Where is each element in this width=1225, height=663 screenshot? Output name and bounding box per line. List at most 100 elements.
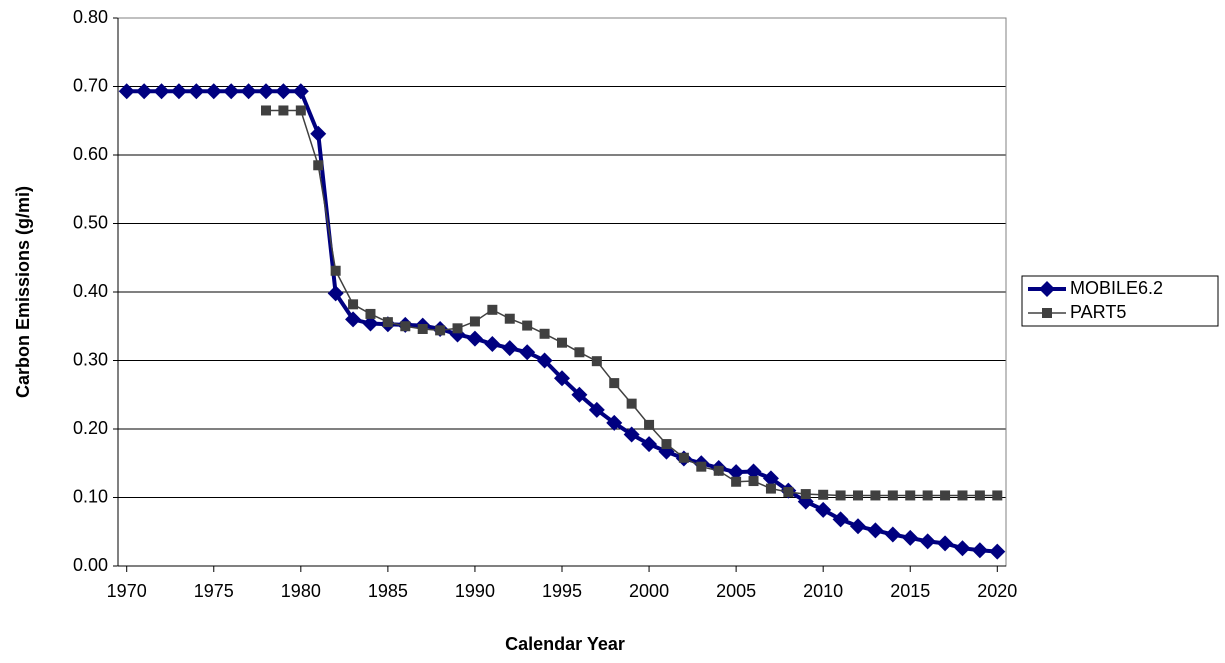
square-marker xyxy=(783,487,794,498)
y-tick-label: 0.30 xyxy=(73,349,108,369)
square-marker xyxy=(661,439,672,450)
square-marker xyxy=(365,308,376,319)
square-marker xyxy=(348,299,359,310)
square-marker xyxy=(522,320,533,331)
square-marker xyxy=(853,490,863,501)
square-marker xyxy=(330,265,341,276)
diamond-marker xyxy=(484,336,501,353)
y-tick-label: 0.20 xyxy=(73,418,108,438)
y-tick-label: 0.40 xyxy=(73,281,108,301)
square-marker xyxy=(417,323,428,334)
x-tick-label: 2020 xyxy=(977,581,1017,601)
diamond-marker xyxy=(641,436,658,453)
diamond-marker xyxy=(466,330,483,347)
diamond-marker xyxy=(536,352,553,369)
y-tick-label: 0.80 xyxy=(73,7,108,27)
square-marker xyxy=(940,490,951,501)
diamond-marker xyxy=(762,470,779,487)
square-marker xyxy=(922,490,933,501)
diamond-marker xyxy=(223,83,240,100)
diamond-marker xyxy=(937,535,954,552)
legend-box xyxy=(1021,275,1219,327)
square-marker xyxy=(261,105,271,116)
x-tick-label: 1980 xyxy=(281,581,321,601)
diamond-marker xyxy=(153,83,170,100)
y-tick-label: 0.00 xyxy=(73,555,108,575)
square-marker xyxy=(800,489,811,500)
diamond-marker xyxy=(919,533,936,550)
diamond-marker xyxy=(867,522,884,539)
diamond-marker xyxy=(571,386,588,403)
diamond-marker xyxy=(345,311,362,328)
diamond-marker xyxy=(292,83,309,100)
x-tick-label: 2015 xyxy=(890,581,930,601)
square-marker xyxy=(731,476,742,487)
diamond-marker xyxy=(971,542,988,559)
y-tick-label: 0.60 xyxy=(73,144,108,164)
square-marker xyxy=(748,476,759,487)
diamond-marker xyxy=(310,125,327,142)
square-marker xyxy=(974,490,985,501)
square-marker xyxy=(487,304,498,315)
square-marker xyxy=(313,160,324,171)
square-marker xyxy=(644,419,655,430)
square-marker xyxy=(818,489,829,500)
square-marker xyxy=(295,105,306,116)
y-tick-label: 0.10 xyxy=(73,486,108,506)
x-tick-label: 1970 xyxy=(107,581,147,601)
square-marker xyxy=(278,105,289,116)
x-tick-label: 1990 xyxy=(455,581,495,601)
diamond-marker xyxy=(362,315,379,332)
diamond-marker xyxy=(815,501,832,518)
square-marker xyxy=(504,313,515,324)
square-marker xyxy=(696,461,707,472)
diamond-marker xyxy=(954,540,971,557)
x-tick-label: 1975 xyxy=(194,581,234,601)
y-tick-label: 0.70 xyxy=(73,75,108,95)
legend-label: PART5 xyxy=(1070,302,1126,322)
square-marker xyxy=(591,356,602,367)
legend-label: MOBILE6.2 xyxy=(1070,278,1163,298)
square-marker xyxy=(870,490,881,501)
square-marker xyxy=(887,490,898,501)
square-marker xyxy=(382,317,393,328)
diamond-marker xyxy=(606,414,623,431)
diamond-marker xyxy=(989,543,1006,560)
diamond-marker xyxy=(1039,281,1055,297)
square-marker xyxy=(574,347,585,358)
square-marker xyxy=(835,490,846,501)
square-marker xyxy=(992,490,1003,501)
diamond-marker xyxy=(850,518,866,535)
diamond-marker xyxy=(884,526,901,543)
square-marker xyxy=(957,490,968,501)
x-tick-label: 2000 xyxy=(629,581,669,601)
diamond-marker xyxy=(136,83,153,100)
diamond-marker xyxy=(832,511,849,528)
x-axis-label: Calendar Year xyxy=(505,634,625,654)
diamond-marker xyxy=(275,83,292,100)
square-marker xyxy=(400,321,411,332)
diamond-marker xyxy=(745,463,762,480)
square-marker xyxy=(557,337,567,348)
x-tick-label: 1985 xyxy=(368,581,408,601)
square-marker xyxy=(626,398,637,409)
diamond-marker xyxy=(588,401,605,418)
diamond-marker xyxy=(327,285,344,302)
diamond-marker xyxy=(902,529,919,546)
diamond-marker xyxy=(728,464,745,481)
y-tick-label: 0.50 xyxy=(73,212,108,232)
square-marker xyxy=(539,328,550,339)
x-tick-label: 1995 xyxy=(542,581,582,601)
x-tick-label: 2010 xyxy=(803,581,843,601)
square-marker xyxy=(713,465,724,476)
y-axis-label: Carbon Emissions (g/mi) xyxy=(13,186,33,398)
x-tick-label: 2005 xyxy=(716,581,756,601)
diamond-marker xyxy=(188,83,205,100)
diamond-marker xyxy=(118,83,135,100)
diamond-marker xyxy=(240,83,257,100)
diamond-marker xyxy=(205,83,222,100)
diamond-marker xyxy=(519,344,536,361)
square-marker xyxy=(765,483,776,494)
diamond-marker xyxy=(623,426,640,443)
